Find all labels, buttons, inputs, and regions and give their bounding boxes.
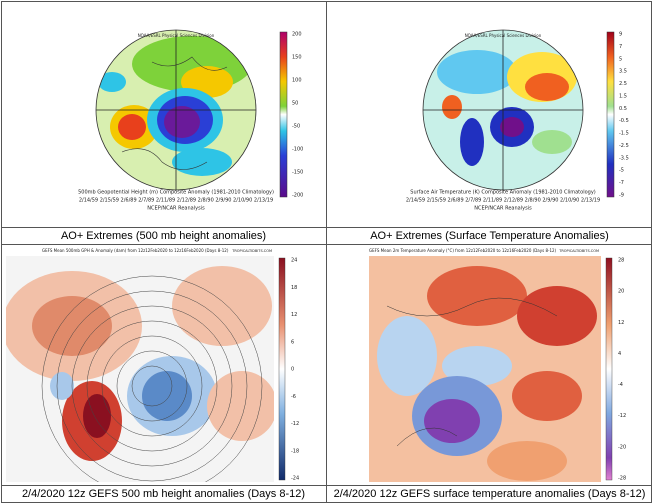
colorbar-label: 200 (292, 32, 302, 38)
colorbar-label: -200 (292, 193, 303, 199)
colorbar-label: -150 (292, 170, 303, 176)
colorbar-label: -9 (619, 193, 624, 199)
colorbar-label: 0.5 (619, 106, 627, 112)
map (96, 30, 256, 190)
colorbar-label: -12 (618, 413, 626, 419)
colorbar-label: -50 (292, 124, 300, 130)
map-header: GEFS Mean 500mb GPH & Anomaly (dam) from… (42, 248, 229, 253)
map-panel: NOAA/ESRL Physical Sciences Division 9 7 5 3… (406, 29, 629, 212)
colorbar-label: -12 (291, 421, 299, 427)
map-header: GEFS Mean 2m Temperature Anomaly (°C) fr… (369, 248, 557, 253)
map-footer: 2/14/59 2/15/59 2/6/89 2/7/89 2/11/89 2/… (406, 198, 600, 204)
caption: 2/4/2020 12z GEFS surface temperature an… (333, 488, 646, 500)
map (423, 30, 583, 190)
map-footer: 2/14/59 2/15/59 2/6/89 2/7/89 2/11/89 2/… (79, 198, 273, 204)
colorbar-label: 1.5 (619, 93, 627, 99)
colorbar-label: -1.5 (619, 131, 629, 137)
colorbar-label: -5 (619, 168, 624, 174)
watermark: TROPICALTIDBITS.COM (231, 249, 272, 253)
watermark: TROPICALTIDBITS.COM (558, 249, 599, 253)
colorbar-label: 2.5 (619, 81, 627, 87)
map-header: NOAA/ESRL Physical Sciences Division (138, 33, 215, 38)
colorbar-label: 100 (292, 78, 302, 84)
colorbar-label: 3.5 (619, 69, 627, 75)
map-footer: NCEP/NCAR Reanalysis (147, 206, 205, 212)
colorbar-label: -28 (618, 476, 626, 482)
map-header: NOAA/ESRL Physical Sciences Division (465, 33, 542, 38)
caption-row (1, 227, 652, 245)
colorbar-label: 6 (291, 339, 294, 345)
caption: AO+ Extremes (500 mb height anomalies) (60, 230, 267, 242)
map-panel: GEFS Mean 500mb GPH & Anomaly (dam) from… (6, 248, 299, 482)
colorbar-label: -0.5 (619, 118, 629, 124)
colorbar-label: 5 (619, 56, 622, 62)
map (6, 256, 274, 482)
caption: AO+ Extremes (Surface Temperature Anomal… (370, 230, 609, 242)
map (369, 256, 601, 482)
map-footer: Surface Air Temperature (K) Composite An… (410, 190, 596, 196)
colorbar-label: 20 (618, 289, 624, 295)
colorbar-label: -18 (291, 448, 299, 454)
map-panel: GEFS Mean 2m Temperature Anomaly (°C) fr… (369, 248, 626, 482)
colorbar-label: 18 (291, 285, 297, 291)
map-footer: 500mb Geopotential Height (m) Composite … (78, 190, 274, 196)
colorbar-label: -3.5 (619, 155, 629, 161)
colorbar-label: 28 (618, 258, 624, 264)
caption: 2/4/2020 12z GEFS 500 mb height anomalie… (21, 488, 306, 500)
colorbar-label: 24 (291, 258, 297, 264)
colorbar-label: 150 (292, 55, 302, 61)
colorbar-label: -20 (618, 444, 626, 450)
colorbar-label: 12 (291, 312, 297, 318)
colorbar-label: 4 (618, 351, 621, 357)
caption-row (1, 485, 652, 503)
colorbar-label: 12 (618, 320, 624, 326)
colorbar-label: -6 (291, 394, 296, 400)
colorbar-label: 0 (291, 367, 294, 373)
colorbar-label: -7 (619, 180, 624, 186)
colorbar-label: -24 (291, 476, 299, 482)
colorbar-label: -4 (618, 382, 623, 388)
map-panel: NOAA/ESRL Physical Sciences Division 200 1… (78, 29, 303, 212)
colorbar-label: 50 (292, 101, 298, 107)
colorbar-label: -2.5 (619, 143, 629, 149)
colorbar-label: 9 (619, 32, 622, 38)
colorbar-label: 7 (619, 44, 622, 50)
map-footer: NCEP/NCAR Reanalysis (474, 206, 532, 212)
colorbar-label: -100 (292, 147, 303, 153)
